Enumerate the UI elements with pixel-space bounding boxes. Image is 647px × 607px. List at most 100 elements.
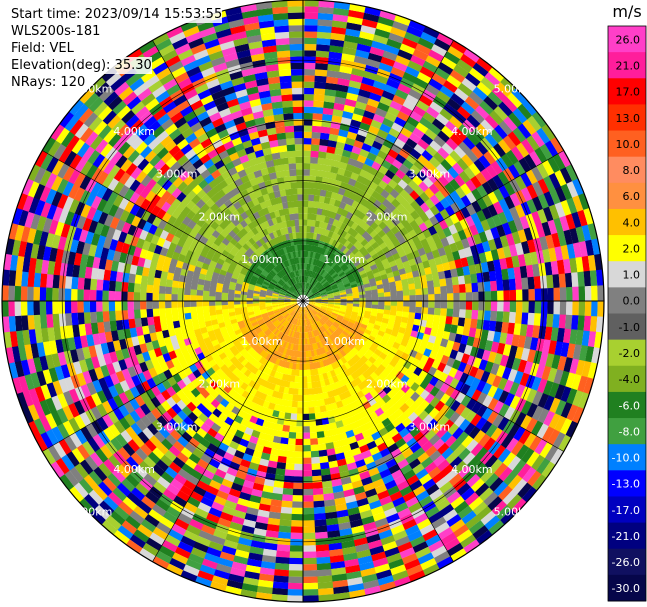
radar-gate-cell xyxy=(312,279,317,286)
radar-gate-cell xyxy=(485,372,497,387)
radar-gate-cell xyxy=(535,423,549,441)
radar-gate-cell xyxy=(371,341,379,350)
radar-gate-cell xyxy=(431,471,446,485)
radar-gate-cell xyxy=(454,258,463,270)
radar-gate-cell xyxy=(367,425,379,436)
radar-gate-cell xyxy=(306,375,312,383)
radar-gate-cell xyxy=(390,143,403,155)
radar-gate-cell xyxy=(315,56,330,65)
radar-gate-cell xyxy=(560,342,570,359)
radar-gate-cell xyxy=(452,162,465,176)
radar-gate-cell xyxy=(374,107,389,119)
radar-gate-cell xyxy=(444,385,456,398)
radar-gate-cell xyxy=(507,92,524,110)
radar-gate-cell xyxy=(556,327,565,344)
radar-gate-cell xyxy=(311,264,315,272)
radar-gate-cell xyxy=(334,234,341,242)
radar-gate-cell xyxy=(377,304,385,310)
radar-gate-cell xyxy=(385,133,398,144)
radar-gate-cell xyxy=(361,163,372,173)
radar-gate-cell xyxy=(392,61,409,73)
radar-gate-cell xyxy=(430,328,438,338)
radar-gate-cell xyxy=(322,352,329,360)
radar-gate-cell xyxy=(21,270,29,287)
radar-gate-cell xyxy=(319,288,326,293)
radar-gate-cell xyxy=(306,369,311,377)
radar-gate-cell xyxy=(482,271,491,283)
radar-gate-cell xyxy=(529,337,539,352)
radar-gate-cell xyxy=(382,117,395,129)
radar-gate-cell xyxy=(326,307,334,311)
radar-gate-cell xyxy=(428,301,435,309)
radar-gate-cell xyxy=(335,267,343,274)
radar-gate-cell xyxy=(473,158,487,173)
radar-gate-cell xyxy=(447,166,460,180)
radar-gate-cell xyxy=(531,405,544,422)
radar-gate-cell xyxy=(313,323,318,330)
radar-gate-cell xyxy=(369,371,379,381)
radar-gate-cell xyxy=(558,273,567,289)
radar-gate-cell xyxy=(493,259,502,272)
radar-gate-cell xyxy=(127,300,134,311)
radar-gate-cell xyxy=(490,290,498,302)
radar-data-wedges xyxy=(1,0,605,603)
radar-gate-cell xyxy=(318,310,325,315)
radar-gate-cell xyxy=(395,280,403,287)
radar-gate-cell xyxy=(361,363,370,372)
radar-gate-cell xyxy=(313,513,326,521)
radar-gate-cell xyxy=(302,351,306,358)
radar-gate-cell xyxy=(352,303,360,308)
radar-gate-cell xyxy=(368,260,376,268)
radar-gate-cell xyxy=(525,213,536,229)
radar-gate-cell xyxy=(302,376,308,383)
radar-gate-cell xyxy=(305,344,309,352)
radar-gate-cell xyxy=(394,14,413,27)
radar-gate-cell xyxy=(481,181,494,196)
radar-gate-cell xyxy=(564,314,573,331)
radar-gate-cell xyxy=(368,92,383,103)
radar-gate-cell xyxy=(289,532,303,540)
radar-gate-cell xyxy=(304,332,307,339)
radar-gate-cell xyxy=(337,283,345,288)
radar-gate-cell xyxy=(357,503,371,514)
radar-gate-cell xyxy=(552,432,566,450)
radar-gate-cell xyxy=(483,310,491,322)
radar-gate-cell xyxy=(371,304,379,310)
radar-gate-cell xyxy=(381,453,394,464)
radar-gate-cell xyxy=(304,282,306,289)
radar-gate-cell xyxy=(566,197,578,216)
radar-gate-cell xyxy=(346,261,354,269)
radar-gate-cell xyxy=(340,254,348,262)
radar-gate-cell xyxy=(369,505,384,517)
radar-gate-cell xyxy=(306,382,313,389)
radar-gate-cell xyxy=(523,154,538,171)
radar-gate-cell xyxy=(324,442,335,450)
radar-gate-cell xyxy=(386,38,404,50)
radar-gate-cell xyxy=(339,308,346,313)
radar-gate-cell xyxy=(346,293,353,297)
radar-gate-cell xyxy=(209,305,216,311)
radar-gate-cell xyxy=(396,480,410,492)
radar-gate-cell xyxy=(591,285,598,303)
radar-gate-cell xyxy=(457,343,467,355)
radar-gate-cell xyxy=(329,428,339,437)
radar-gate-cell xyxy=(333,7,351,17)
radar-gate-cell xyxy=(398,268,407,276)
radar-gate-cell xyxy=(303,250,306,258)
radar-gate-cell xyxy=(319,277,326,284)
radar-gate-cell xyxy=(387,427,399,439)
radar-gate-cell xyxy=(384,301,391,307)
radar-gate-cell xyxy=(90,310,98,324)
radar-gate-cell xyxy=(387,276,396,284)
radar-gate-cell xyxy=(576,375,588,394)
radar-gate-cell xyxy=(558,314,566,330)
radar-gate-cell xyxy=(345,249,352,257)
radar-gate-cell xyxy=(303,181,310,189)
radar-gate-cell xyxy=(320,261,326,269)
radar-gate-cell xyxy=(320,132,331,141)
radar-gate-cell xyxy=(303,125,314,132)
radar-gate-cell xyxy=(356,43,373,53)
radar-gate-cell xyxy=(541,339,551,355)
radar-gate-cell xyxy=(313,289,319,295)
radar-gate-cell xyxy=(364,359,373,368)
